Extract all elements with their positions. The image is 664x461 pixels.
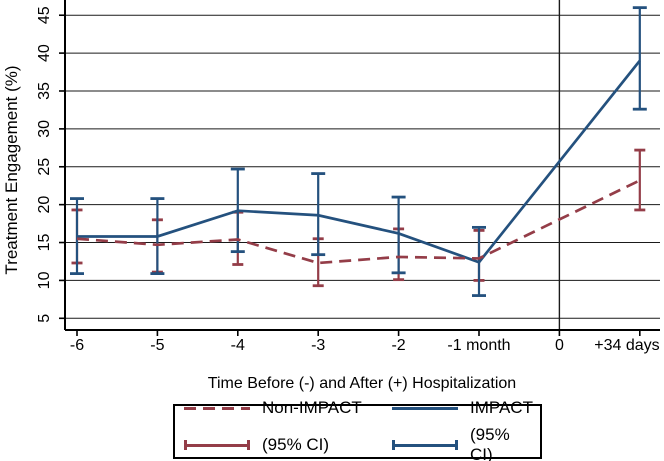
non-impact-error-bar-swatch [184, 439, 250, 451]
x-axis-title: Time Before (-) and After (+) Hospitaliz… [208, 375, 516, 392]
legend: Non-IMPACT IMPACT (95% CI) (95% CI) [173, 398, 542, 461]
series-line-IMPACT [77, 59, 641, 264]
y-tick-label: 40 [36, 44, 53, 62]
x-tick-label: +34 days [594, 337, 659, 354]
y-tick-label: 15 [36, 234, 53, 252]
y-axis-title: Treatment Engagement (%) [2, 65, 21, 274]
legend-label-impact: IMPACT [470, 398, 533, 417]
y-tick-label: 25 [36, 158, 53, 176]
legend-item-non-impact: Non-IMPACT [184, 398, 392, 418]
legend-label-ci-non-impact: (95% CI) [262, 435, 330, 454]
legend-item-impact: IMPACT [392, 398, 533, 418]
x-tick-label: -3 [311, 337, 325, 354]
series-line-Non-IMPACT [76, 179, 641, 265]
x-tick-label: -2 [391, 337, 405, 354]
non-impact-dashed-line-swatch [184, 406, 250, 410]
legend-label-non-impact: Non-IMPACT [262, 398, 362, 417]
impact-error-bar-swatch [392, 439, 458, 451]
y-tick-label: 5 [36, 314, 53, 323]
y-tick-label: 45 [36, 6, 53, 24]
legend-item-ci-non-impact: (95% CI) [184, 425, 392, 461]
x-tick-label: -4 [231, 337, 245, 354]
legend-label-ci-impact: (95% CI) [470, 425, 510, 461]
x-tick-label: -6 [70, 337, 84, 354]
legend-item-ci-impact: (95% CI) [392, 425, 533, 461]
x-tick-label: -5 [150, 337, 164, 354]
x-tick-label: 0 [555, 337, 564, 354]
y-tick-label: 10 [36, 271, 53, 289]
y-tick-label: 35 [36, 82, 53, 100]
impact-solid-line-swatch [392, 406, 458, 410]
x-tick-label: -1 month [447, 337, 510, 354]
y-tick-label: 30 [36, 120, 53, 138]
y-tick-label: 20 [36, 196, 53, 214]
